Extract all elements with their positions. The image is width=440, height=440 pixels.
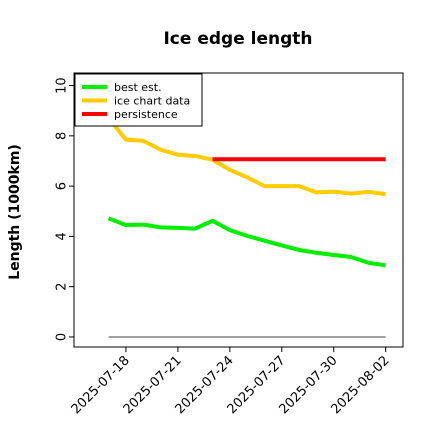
plot-area <box>107 116 386 338</box>
y-tick-label: 4 <box>55 232 70 240</box>
plot-frame <box>73 72 404 348</box>
y-axis: 0 2 4 6 8 10 <box>55 77 74 341</box>
y-tick-label: 0 <box>55 333 70 341</box>
legend-label: persistence <box>114 108 178 121</box>
legend-label: ice chart data <box>114 95 190 108</box>
y-axis-label: Length (1000km) <box>7 144 23 280</box>
y-tick-label: 2 <box>55 283 70 291</box>
series-line-ice-chart-data <box>107 116 386 197</box>
y-tick-label: 10 <box>55 77 70 94</box>
chart-title: Ice edge length <box>163 29 312 49</box>
legend-label: best est. <box>114 81 162 94</box>
x-axis: 2025-07-182025-07-212025-07-242025-07-27… <box>69 347 393 417</box>
series-line-best-est <box>107 216 386 268</box>
y-tick-label: 8 <box>55 132 70 140</box>
y-tick-label: 6 <box>55 182 70 190</box>
